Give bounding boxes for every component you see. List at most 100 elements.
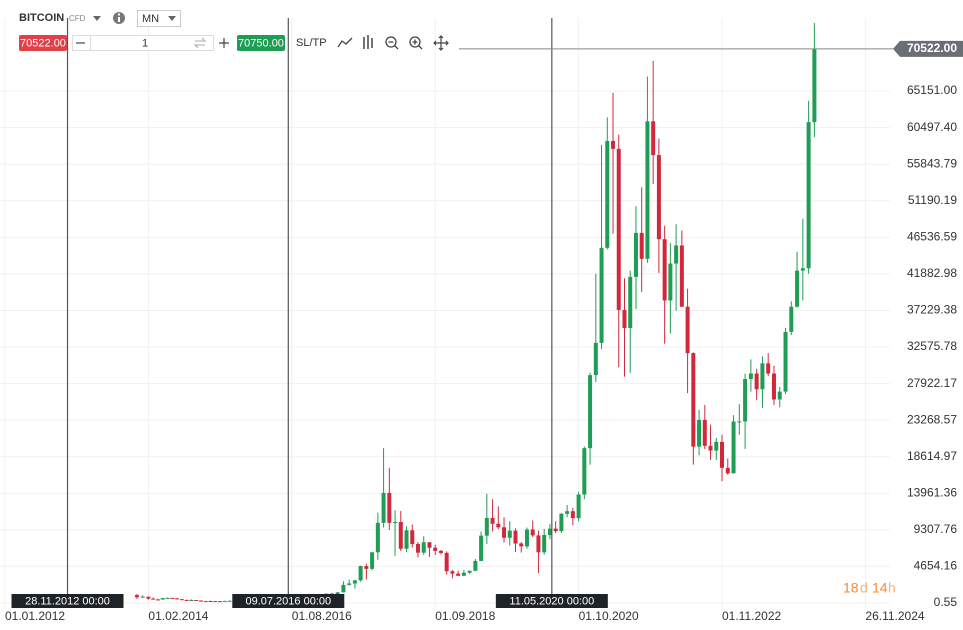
event-label-box: [495, 594, 608, 608]
candle-body: [691, 353, 696, 447]
symbol-dropdown[interactable]: [93, 16, 101, 21]
line-chart-icon[interactable]: [337, 37, 353, 48]
candle-body: [155, 599, 160, 601]
candle-body: [370, 552, 375, 569]
candle-body: [352, 580, 357, 584]
candle-body: [175, 598, 180, 600]
x-tick-label: 01.11.2022: [722, 609, 781, 623]
candle-body: [674, 245, 679, 264]
zoom-in-detail: [412, 39, 423, 50]
candle-body: [639, 232, 644, 259]
candle-body: [662, 239, 667, 301]
event-label: 09.07.2016 00:00: [245, 595, 331, 607]
candle-body: [189, 599, 194, 601]
bar-countdown: 18 d 14 h: [843, 580, 896, 596]
candle-body: [496, 523, 501, 528]
y-tick-label: 65151.00: [907, 83, 957, 97]
candle-body: [622, 309, 627, 328]
candle-body: [748, 373, 753, 380]
y-tick-label: 27922.17: [907, 376, 957, 390]
candle-body: [375, 522, 380, 553]
candle-body: [134, 595, 139, 598]
candle-body: [582, 448, 587, 495]
candle-body: [438, 550, 443, 553]
y-tick-label: 37229.38: [907, 303, 957, 317]
y-tick-label: 32575.78: [907, 339, 957, 353]
candle-body: [213, 601, 218, 603]
toolbar: BITCOIN CFD MN 70522.00 1 70750.00 SL/TP: [19, 10, 449, 51]
candle-body: [737, 421, 742, 423]
candle-chart-icon[interactable]: [363, 35, 373, 49]
candle-body: [140, 596, 145, 598]
quantity-box: [72, 35, 214, 51]
candle-body: [194, 599, 199, 601]
candle-body: [335, 592, 340, 595]
zoom-in-icon[interactable]: [409, 36, 421, 48]
candle-body: [599, 247, 604, 343]
candle-body: [743, 379, 748, 422]
symbol[interactable]: BITCOIN: [19, 12, 64, 24]
sell-button[interactable]: [19, 35, 67, 51]
sl-tp-button[interactable]: SL/TP: [296, 37, 327, 49]
axes: 0.55 4654.16 9307.76 13961.36 18614.97 23268.…: [5, 18, 963, 623]
candle-body: [697, 419, 702, 447]
candle-body: [415, 544, 420, 553]
swap-icon[interactable]: [193, 37, 207, 49]
y-tick-label: 13961.36: [907, 485, 957, 499]
zoom-out-detail: [388, 41, 399, 50]
increase-button[interactable]: [219, 38, 229, 48]
countdown-days-unit: d: [860, 580, 868, 596]
candle-body: [490, 517, 495, 524]
candle-body: [479, 535, 484, 561]
candle-body: [364, 566, 369, 569]
candle-body: [421, 542, 426, 553]
candle-body: [668, 263, 673, 301]
timeframe-select[interactable]: [137, 10, 181, 27]
zoom-out-icon[interactable]: [385, 36, 397, 48]
countdown-hours-unit: h: [888, 580, 896, 596]
candle-body: [358, 566, 363, 581]
y-tick-label: 55843.79: [907, 156, 957, 170]
candle-body: [524, 529, 529, 547]
candle-body: [393, 522, 398, 524]
candle-body: [645, 121, 650, 259]
buy-button[interactable]: [237, 35, 285, 51]
candle-body: [628, 276, 633, 328]
plot-area: [134, 23, 817, 603]
candle-body: [184, 599, 189, 601]
candle-body: [198, 600, 203, 602]
y-tick-label: 9307.76: [914, 522, 958, 536]
y-tick-label: 18614.97: [907, 449, 957, 463]
info-icon-dot: [118, 13, 120, 16]
y-tick-label: 0.55: [934, 595, 958, 609]
candle-body: [633, 232, 638, 277]
candle-body: [433, 547, 438, 551]
candle-body: [702, 419, 707, 446]
candle-body: [450, 571, 455, 574]
timeframe: MN: [142, 13, 159, 25]
candle-body: [387, 492, 392, 523]
candle-body: [565, 511, 570, 514]
candle-body: [398, 522, 403, 549]
candle-body: [656, 155, 661, 240]
x-tick-label: 26.11.2024: [865, 609, 924, 623]
timeframe-dropdown: [168, 16, 176, 21]
quantity[interactable]: 1: [142, 37, 148, 49]
candle-body: [456, 573, 461, 576]
candle-body: [720, 441, 724, 468]
candle-body: [777, 391, 782, 400]
y-tick-label: 41882.98: [907, 266, 957, 280]
candle-body: [725, 467, 730, 474]
candle-body: [616, 148, 621, 310]
candle-body: [800, 268, 805, 271]
x-tick-label: 01.02.2014: [148, 609, 208, 623]
pan-icon[interactable]: [433, 35, 449, 51]
candle-body: [559, 513, 564, 532]
candle-body: [731, 421, 736, 474]
candle-body: [381, 492, 386, 523]
candle-body: [341, 584, 346, 593]
candle-body: [170, 597, 175, 599]
candle-body: [427, 542, 432, 548]
